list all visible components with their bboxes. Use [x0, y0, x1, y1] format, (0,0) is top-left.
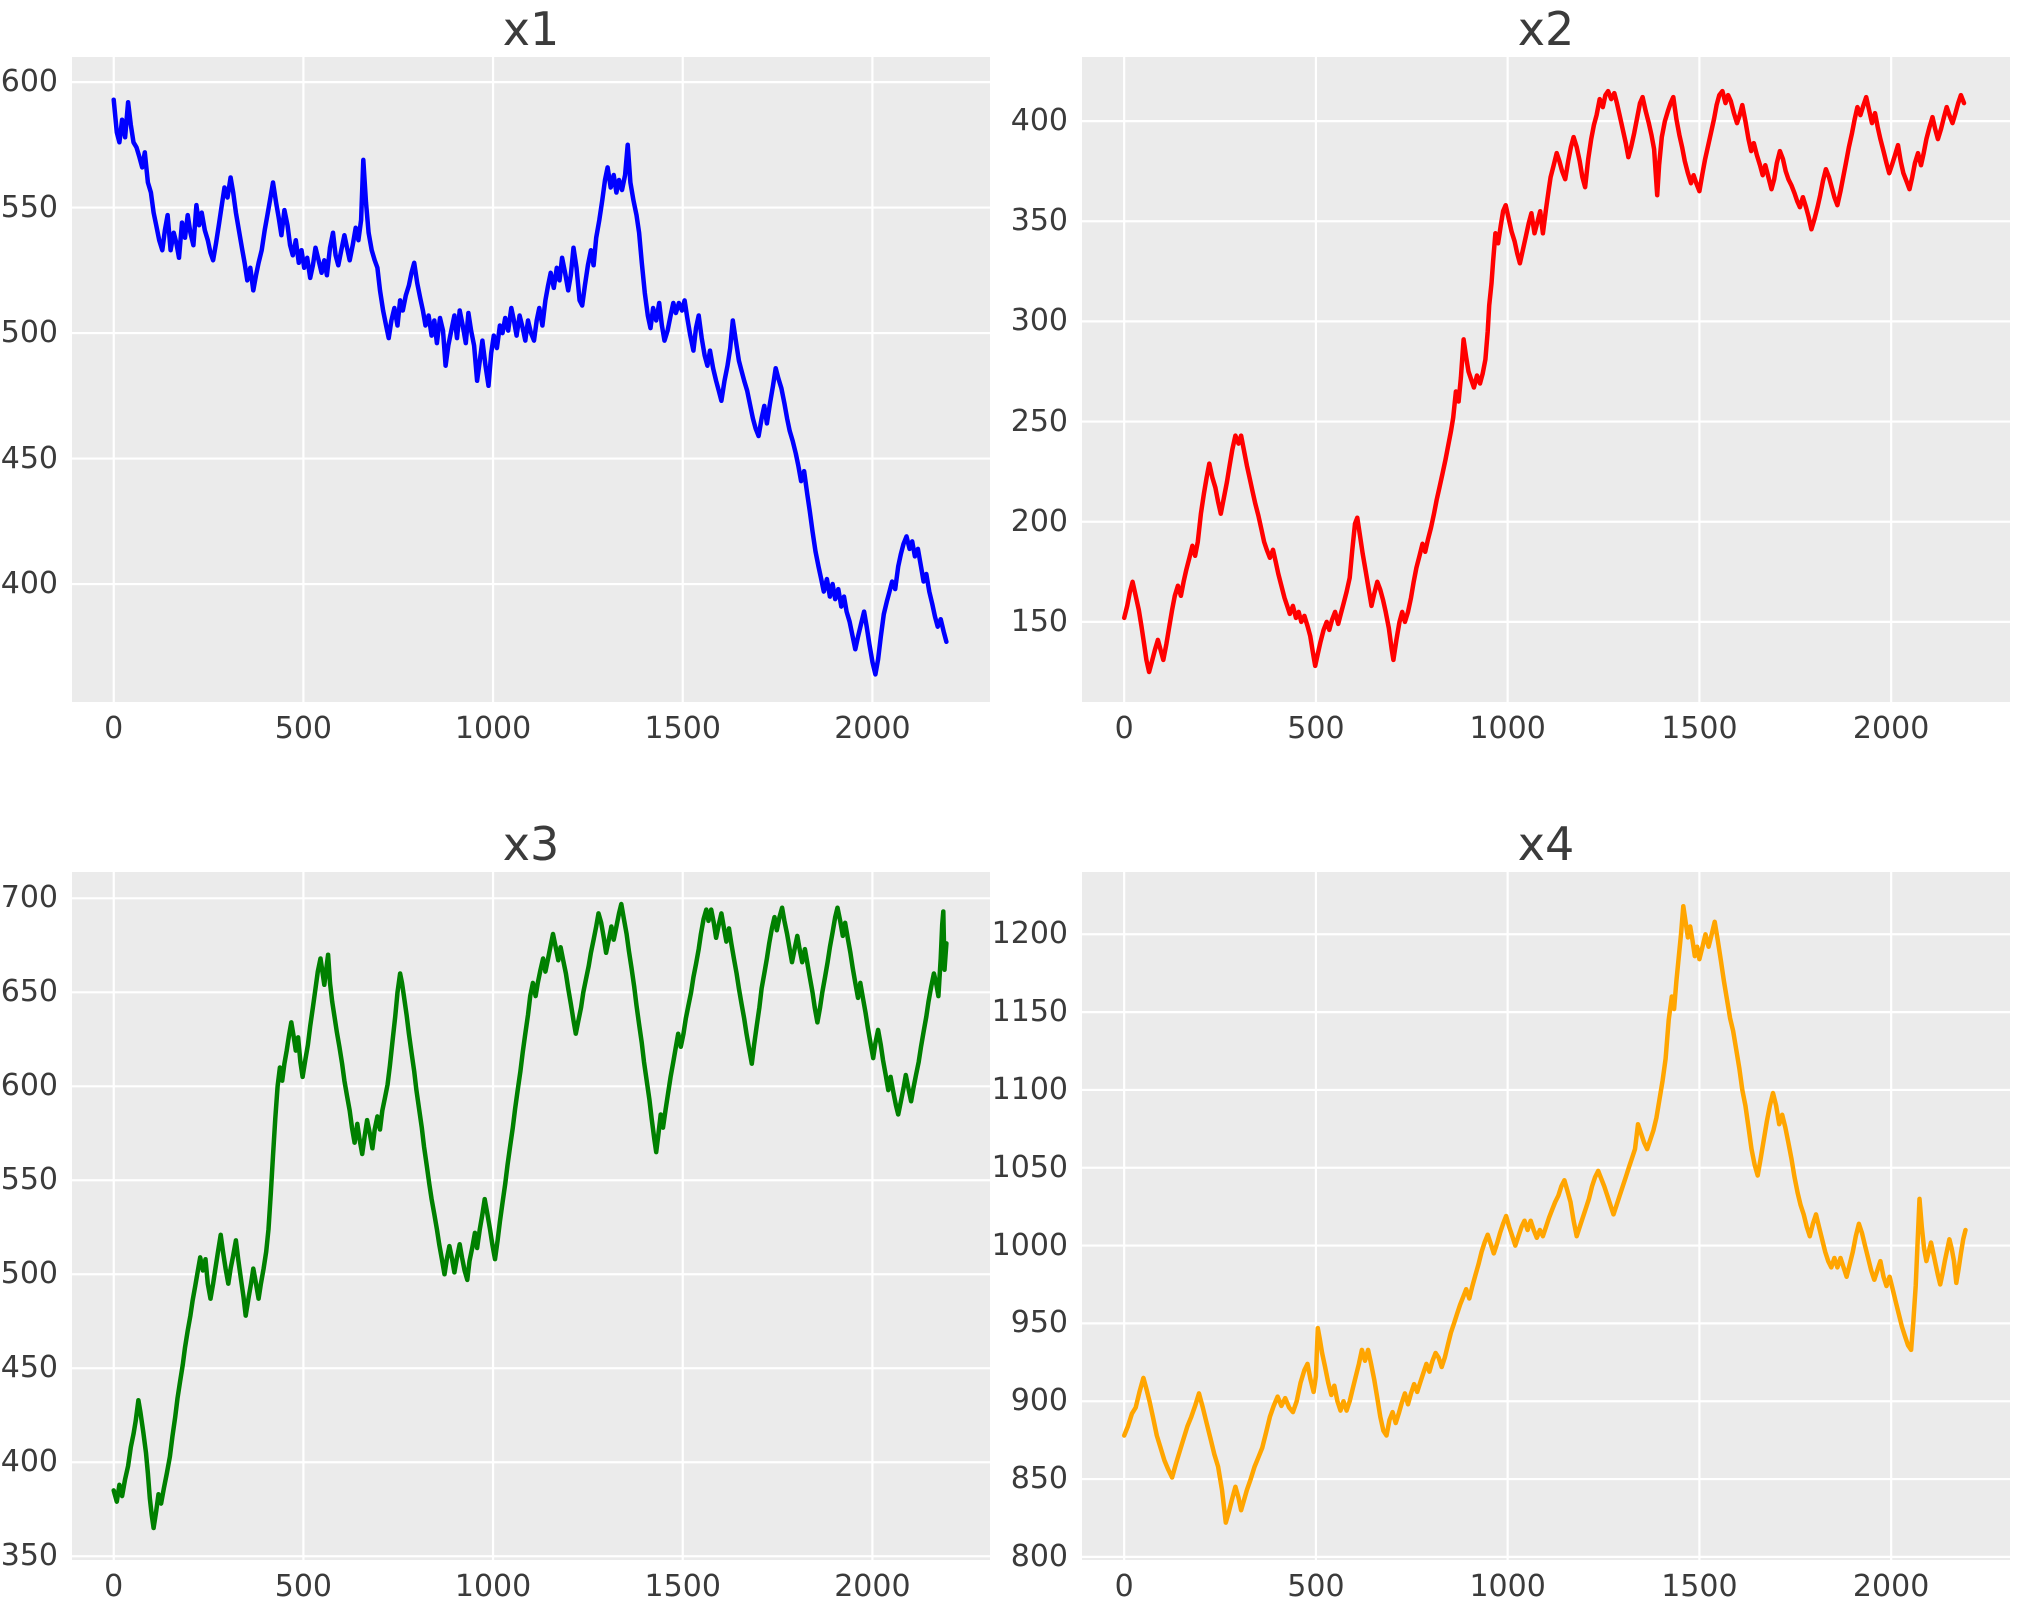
y-tick-label-x3: 450	[0, 1350, 58, 1386]
x-tick-label-x2: 1000	[1469, 711, 1546, 746]
y-tick-label-x4: 1050	[991, 1149, 1068, 1185]
series-line-x1	[111, 97, 949, 677]
plot-background	[1082, 57, 2010, 702]
series-line-x4	[1121, 903, 1968, 1525]
subplot-x3-plot-area	[72, 872, 990, 1560]
x-tick-label-x4: 0	[1114, 1569, 1134, 1604]
x-tick-label-x4: 2000	[1852, 1569, 1930, 1604]
y-tick-label-x3: 650	[0, 974, 58, 1010]
y-tick-label-x4: 900	[1010, 1383, 1068, 1419]
y-tick-label-x4: 1200	[991, 916, 1068, 952]
y-tick-label-x2: 250	[1010, 403, 1068, 439]
subplot-x2-title: x2	[1517, 2, 1575, 56]
y-tick-label-x2: 400	[1010, 103, 1068, 139]
subplot-x3-title: x3	[502, 817, 560, 871]
y-tick-label-x2: 200	[1010, 503, 1068, 539]
x-tick-label-x4: 500	[1287, 1569, 1345, 1604]
y-tick-label-x1: 450	[0, 440, 58, 476]
chart-canvas-x4	[1082, 872, 2010, 1560]
y-tick-label-x4: 1000	[991, 1227, 1068, 1263]
y-tick-label-x1: 550	[0, 189, 58, 225]
x-tick-label-x3: 2000	[834, 1569, 911, 1604]
chart-canvas-x1	[72, 57, 990, 702]
y-tick-label-x2: 300	[1010, 303, 1068, 339]
y-tick-label-x1: 500	[0, 315, 58, 351]
x-tick-label-x4: 1000	[1469, 1569, 1546, 1604]
subplot-x4-title: x4	[1517, 817, 1575, 871]
y-tick-label-x4: 950	[1010, 1305, 1068, 1341]
y-tick-label-x3: 400	[0, 1444, 58, 1480]
x-tick-label-x3: 1500	[644, 1569, 721, 1604]
x-tick-label-x2: 2000	[1852, 711, 1930, 746]
y-tick-label-x3: 350	[0, 1538, 58, 1574]
y-tick-label-x4: 850	[1010, 1461, 1068, 1497]
series-line-x2	[1121, 88, 1967, 675]
subplot-x4-plot-area	[1082, 872, 2010, 1560]
x-tick-label-x1: 1000	[454, 711, 532, 746]
x-tick-label-x2: 1500	[1661, 711, 1738, 746]
subplot-x1-title: x1	[502, 2, 560, 56]
x-tick-label-x2: 0	[1114, 711, 1134, 746]
plot-background	[72, 57, 990, 702]
y-tick-label-x1: 600	[0, 64, 58, 100]
y-tick-label-x4: 1150	[991, 994, 1068, 1030]
x-tick-label-x4: 1500	[1661, 1569, 1738, 1604]
y-tick-label-x2: 150	[1010, 603, 1068, 639]
y-tick-label-x3: 500	[0, 1256, 58, 1292]
subplot-x2-plot-area	[1082, 57, 2010, 702]
x-tick-label-x1: 1500	[644, 711, 721, 746]
chart-canvas-x2	[1082, 57, 2010, 702]
y-tick-label-x4: 800	[1010, 1538, 1068, 1574]
x-tick-label-x1: 0	[104, 711, 124, 746]
y-tick-label-x1: 400	[0, 566, 58, 602]
y-tick-label-x3: 550	[0, 1162, 58, 1198]
plot-background	[1082, 872, 2010, 1560]
chart-canvas-x3	[72, 872, 990, 1560]
y-tick-label-x3: 700	[0, 880, 58, 916]
x-tick-label-x2: 500	[1287, 711, 1345, 746]
y-tick-label-x2: 350	[1010, 203, 1068, 239]
y-tick-label-x4: 1100	[991, 1071, 1068, 1107]
x-tick-label-x3: 500	[274, 1569, 333, 1604]
x-tick-label-x1: 2000	[834, 711, 911, 746]
y-tick-label-x3: 600	[0, 1068, 58, 1104]
x-tick-label-x1: 500	[274, 711, 333, 746]
series-line-x3	[111, 901, 949, 1531]
subplot-x1-plot-area	[72, 57, 990, 702]
plot-background	[72, 872, 990, 1560]
x-tick-label-x3: 1000	[454, 1569, 532, 1604]
x-tick-label-x3: 0	[104, 1569, 124, 1604]
